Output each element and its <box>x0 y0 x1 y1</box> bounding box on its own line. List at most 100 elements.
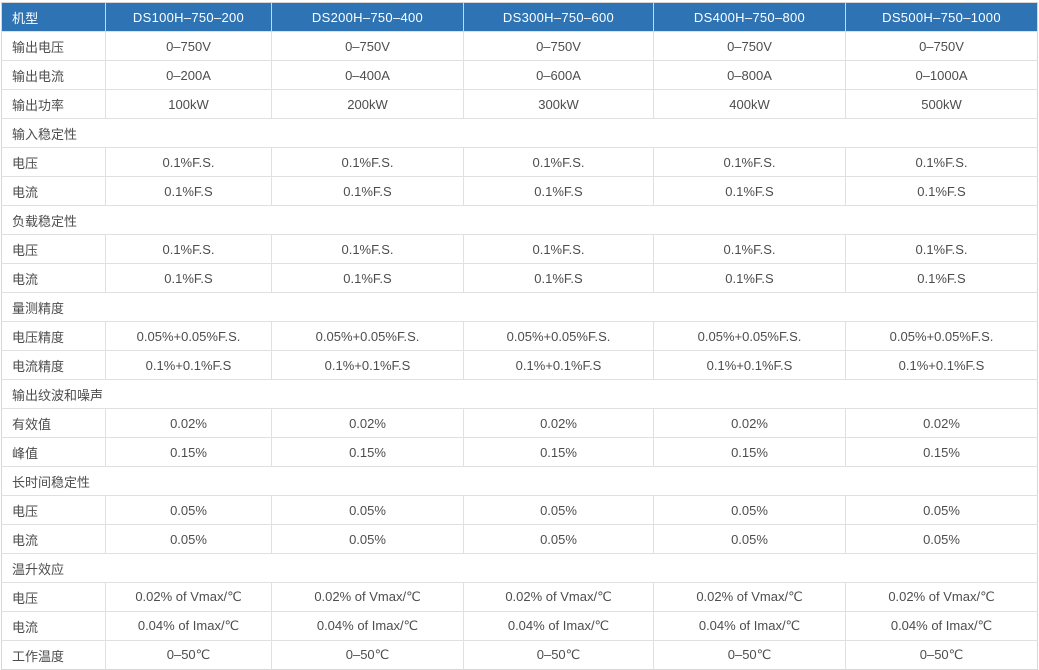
section-label: 输出纹波和噪声 <box>1 379 1038 409</box>
cell-value: 0.04% of Imax/℃ <box>271 611 464 641</box>
cell-value: 0.05%+0.05%F.S. <box>463 321 654 351</box>
row-label: 电流精度 <box>1 350 106 380</box>
cell-value: 0.02% <box>845 408 1038 438</box>
cell-value: 0.1%F.S <box>271 263 464 293</box>
cell-value: 0–400A <box>271 60 464 90</box>
cell-value: 0.1%+0.1%F.S <box>463 350 654 380</box>
cell-value: 0.1%F.S. <box>463 234 654 264</box>
cell-value: 0.02% of Vmax/℃ <box>653 582 846 612</box>
table-row: 输出电压 0–750V 0–750V 0–750V 0–750V 0–750V <box>1 31 1038 61</box>
header-model-cell: DS300H–750–600 <box>463 2 654 32</box>
cell-value: 0–50℃ <box>845 640 1038 670</box>
table-row: 电流 0.1%F.S 0.1%F.S 0.1%F.S 0.1%F.S 0.1%F.S <box>1 176 1038 206</box>
cell-value: 0.1%+0.1%F.S <box>105 350 272 380</box>
table-row: 工作温度 0–50℃ 0–50℃ 0–50℃ 0–50℃ 0–50℃ <box>1 640 1038 670</box>
cell-value: 0.1%+0.1%F.S <box>845 350 1038 380</box>
section-label: 输入稳定性 <box>1 118 1038 148</box>
cell-value: 0.1%F.S. <box>105 147 272 177</box>
table-row: 电压 0.05% 0.05% 0.05% 0.05% 0.05% <box>1 495 1038 525</box>
cell-value: 0–600A <box>463 60 654 90</box>
cell-value: 0–200A <box>105 60 272 90</box>
table-row: 电压 0.1%F.S. 0.1%F.S. 0.1%F.S. 0.1%F.S. 0.1%F.… <box>1 147 1038 177</box>
row-label: 电压 <box>1 147 106 177</box>
header-model-cell: DS200H–750–400 <box>271 2 464 32</box>
cell-value: 0.05% <box>653 524 846 554</box>
section-label: 长时间稳定性 <box>1 466 1038 496</box>
row-label: 电压 <box>1 234 106 264</box>
cell-value: 0.05% <box>271 495 464 525</box>
cell-value: 0.1%F.S <box>845 263 1038 293</box>
cell-value: 0.05% <box>653 495 846 525</box>
table-row: 电流 0.1%F.S 0.1%F.S 0.1%F.S 0.1%F.S 0.1%F.S <box>1 263 1038 293</box>
cell-value: 0.05%+0.05%F.S. <box>653 321 846 351</box>
row-label: 有效值 <box>1 408 106 438</box>
cell-value: 0–50℃ <box>463 640 654 670</box>
cell-value: 0.05%+0.05%F.S. <box>105 321 272 351</box>
row-label: 电流 <box>1 263 106 293</box>
table-row: 电压精度 0.05%+0.05%F.S. 0.05%+0.05%F.S. 0.05%+… <box>1 321 1038 351</box>
cell-value: 100kW <box>105 89 272 119</box>
cell-value: 0.02% of Vmax/℃ <box>845 582 1038 612</box>
cell-value: 0.02% <box>653 408 846 438</box>
cell-value: 300kW <box>463 89 654 119</box>
cell-value: 0–1000A <box>845 60 1038 90</box>
cell-value: 0.1%F.S <box>105 176 272 206</box>
cell-value: 0.1%F.S <box>463 263 654 293</box>
cell-value: 0–750V <box>105 31 272 61</box>
section-label: 负载稳定性 <box>1 205 1038 235</box>
table-row: 电流精度 0.1%+0.1%F.S 0.1%+0.1%F.S 0.1%+0.1%F.S… <box>1 350 1038 380</box>
cell-value: 0–50℃ <box>653 640 846 670</box>
cell-value: 0.1%F.S <box>845 176 1038 206</box>
cell-value: 0.02% <box>463 408 654 438</box>
cell-value: 0.05% <box>845 524 1038 554</box>
row-label: 电压精度 <box>1 321 106 351</box>
cell-value: 0.15% <box>463 437 654 467</box>
cell-value: 0–750V <box>463 31 654 61</box>
cell-value: 0.15% <box>271 437 464 467</box>
spec-table-body: 输出电压 0–750V 0–750V 0–750V 0–750V 0–750V 输出电流 0–… <box>1 31 1038 670</box>
row-label: 电流 <box>1 524 106 554</box>
header-model-label: 机型 <box>1 2 106 32</box>
cell-value: 200kW <box>271 89 464 119</box>
cell-value: 0.1%F.S. <box>845 234 1038 264</box>
table-row: 输出功率 100kW 200kW 300kW 400kW 500kW <box>1 89 1038 119</box>
cell-value: 0.15% <box>653 437 846 467</box>
cell-value: 0–750V <box>845 31 1038 61</box>
row-label: 工作温度 <box>1 640 106 670</box>
cell-value: 0.02% of Vmax/℃ <box>105 582 272 612</box>
section-row: 量测精度 <box>1 292 1038 322</box>
table-row: 峰值 0.15% 0.15% 0.15% 0.15% 0.15% <box>1 437 1038 467</box>
cell-value: 0.05%+0.05%F.S. <box>845 321 1038 351</box>
cell-value: 0.04% of Imax/℃ <box>463 611 654 641</box>
cell-value: 0.1%+0.1%F.S <box>653 350 846 380</box>
cell-value: 0–750V <box>271 31 464 61</box>
cell-value: 0.04% of Imax/℃ <box>653 611 846 641</box>
cell-value: 0.05% <box>463 495 654 525</box>
section-row: 长时间稳定性 <box>1 466 1038 496</box>
table-row: 有效值 0.02% 0.02% 0.02% 0.02% 0.02% <box>1 408 1038 438</box>
cell-value: 0.05%+0.05%F.S. <box>271 321 464 351</box>
cell-value: 0.02% <box>271 408 464 438</box>
cell-value: 500kW <box>845 89 1038 119</box>
table-row: 输出电流 0–200A 0–400A 0–600A 0–800A 0–1000A <box>1 60 1038 90</box>
cell-value: 0.02% of Vmax/℃ <box>463 582 654 612</box>
cell-value: 0.05% <box>105 524 272 554</box>
section-label: 温升效应 <box>1 553 1038 583</box>
cell-value: 0.02% <box>105 408 272 438</box>
row-label: 输出电压 <box>1 31 106 61</box>
cell-value: 0.05% <box>463 524 654 554</box>
row-label: 电压 <box>1 495 106 525</box>
section-row: 输出纹波和噪声 <box>1 379 1038 409</box>
section-row: 输入稳定性 <box>1 118 1038 148</box>
cell-value: 0.05% <box>271 524 464 554</box>
cell-value: 0.15% <box>845 437 1038 467</box>
cell-value: 0–800A <box>653 60 846 90</box>
row-label: 电流 <box>1 176 106 206</box>
cell-value: 0.1%F.S. <box>271 234 464 264</box>
cell-value: 0–750V <box>653 31 846 61</box>
table-row: 电压 0.1%F.S. 0.1%F.S. 0.1%F.S. 0.1%F.S. 0.1%F.… <box>1 234 1038 264</box>
cell-value: 0.15% <box>105 437 272 467</box>
row-label: 输出电流 <box>1 60 106 90</box>
cell-value: 0–50℃ <box>271 640 464 670</box>
